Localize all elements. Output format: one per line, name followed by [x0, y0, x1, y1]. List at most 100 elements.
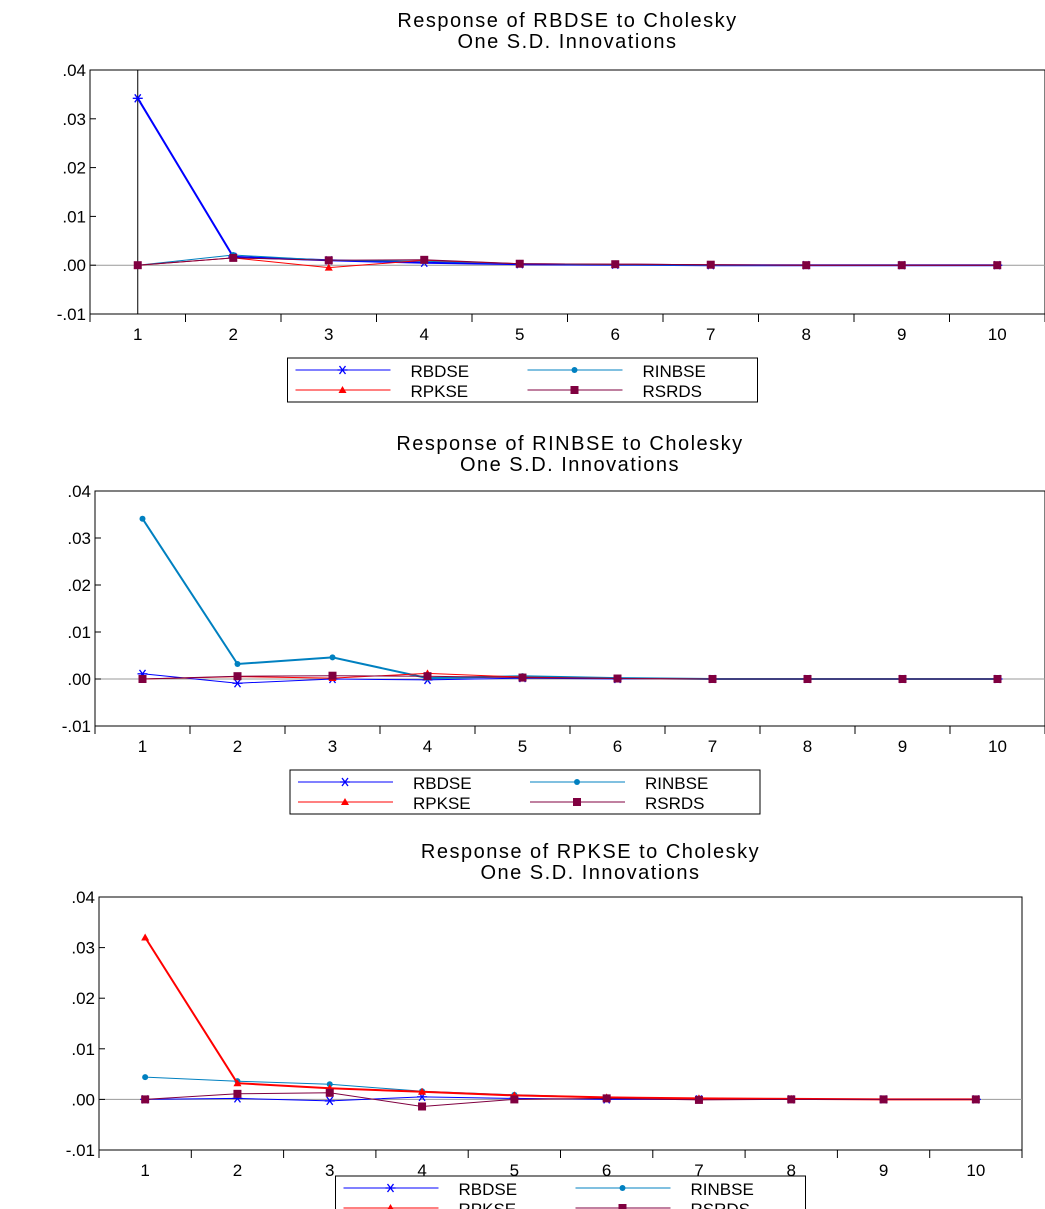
marker-legend [337, 365, 348, 375]
x-tick-label: 10 [988, 737, 1007, 756]
marker-rinbse [326, 1081, 333, 1088]
marker-legend [338, 386, 347, 393]
marker-rbdse [324, 1096, 335, 1106]
x-tick-label: 7 [694, 1161, 703, 1180]
marker-stroke [134, 93, 142, 103]
x-tick-label: 3 [328, 737, 337, 756]
marker-legend [387, 1204, 394, 1209]
legend-item-rpkse: RPKSE [298, 794, 471, 813]
legend-item-rinbse: RINBSE [527, 362, 706, 381]
plot-frame [94, 490, 1045, 727]
legend-label: RSRDS [643, 382, 703, 401]
x-tick-label: 8 [803, 737, 812, 756]
marker-rsrds [138, 675, 147, 683]
y-tick-label: .02 [62, 159, 86, 178]
y-tick-label: .02 [71, 989, 95, 1008]
marker-rpkse [418, 1087, 427, 1095]
marker-rsrds [515, 259, 524, 268]
marker-stroke [338, 365, 347, 375]
legend-item-rsrds: RSRDS [575, 1200, 750, 1209]
marker-legend [341, 798, 349, 805]
x-tick-label: 9 [879, 1161, 888, 1180]
x-tick-label: 6 [613, 737, 622, 756]
x-tick-label: 2 [233, 1161, 242, 1180]
x-tick-label: 5 [515, 325, 524, 344]
legend: RBDSE RINBSE RPKSE RSRDS [287, 357, 758, 403]
series-rsrds [138, 671, 1002, 683]
legend-label: RBDSE [413, 774, 472, 793]
legend-item-rpkse: RPKSE [295, 382, 469, 401]
marker-rsrds [510, 1095, 519, 1104]
legend-item-rbdse: RBDSE [298, 774, 472, 793]
marker-legend [571, 367, 578, 373]
marker-rpkse [233, 1079, 242, 1087]
legend-item-rinbse: RINBSE [575, 1180, 754, 1199]
legend: RBDSE RINBSE RPKSE RSRDS [335, 1175, 806, 1209]
x-tick-label: 4 [423, 737, 432, 756]
marker-rsrds [418, 1102, 427, 1111]
y-tick-label: .04 [67, 482, 91, 501]
marker-legend [385, 1183, 396, 1193]
marker-rinbse [142, 1074, 149, 1081]
y-tick-label: .03 [71, 939, 95, 958]
marker-rsrds [602, 1094, 611, 1103]
y-tick-label: -.01 [62, 717, 91, 736]
x-tick-label: 2 [233, 737, 242, 756]
series-rsrds [141, 1088, 980, 1111]
marker-stroke [233, 678, 242, 688]
marker-rsrds [993, 675, 1002, 683]
marker-rpkse [324, 263, 333, 271]
marker-rinbse [329, 654, 336, 661]
y-tick-label: .03 [62, 110, 86, 129]
marker-rsrds [971, 1095, 980, 1104]
marker-rsrds [613, 674, 622, 683]
y-tick-label: -.01 [57, 305, 86, 324]
series-rsrds [133, 253, 1002, 270]
marker-legend [573, 798, 581, 806]
marker-stroke [341, 777, 349, 787]
x-tick-label: 1 [140, 1161, 149, 1180]
x-tick-label: 6 [602, 1161, 611, 1180]
marker-rsrds [133, 261, 142, 270]
legend-label: RPKSE [413, 794, 471, 813]
chart-subtitle: One S.D. Innovations [460, 454, 680, 476]
marker-rsrds [229, 253, 238, 262]
marker-rsrds [233, 672, 242, 681]
legend-label: RPKSE [459, 1200, 517, 1209]
x-tick-label: 2 [229, 325, 238, 344]
chart-title: Response of RINBSE to Cholesky [396, 433, 743, 455]
x-tick-label: 5 [518, 737, 527, 756]
marker-rinbse [234, 660, 241, 667]
marker-rsrds [706, 260, 715, 269]
marker-rsrds [708, 675, 717, 683]
marker-rsrds [879, 1095, 888, 1104]
y-tick-label: .00 [62, 256, 86, 275]
marker-rpkse [141, 933, 150, 941]
y-tick-label: -.01 [66, 1141, 95, 1160]
legend-label: RPKSE [411, 382, 469, 401]
marker-rsrds [420, 255, 429, 264]
plot-frame [98, 896, 1023, 1151]
marker-rinbse [139, 515, 146, 522]
legend-label: RBDSE [459, 1180, 518, 1199]
x-tick-label: 9 [898, 737, 907, 756]
plot-frame [89, 69, 1045, 315]
marker-rsrds [898, 675, 907, 683]
x-tick-label: 10 [988, 325, 1007, 344]
marker-legend [619, 1185, 626, 1191]
chart-subtitle: One S.D. Innovations [480, 862, 700, 884]
marker-rsrds [787, 1095, 796, 1104]
y-tick-label: .04 [71, 888, 95, 907]
series-line-rsrds [145, 1092, 976, 1108]
marker-legend [570, 386, 579, 394]
chart-subtitle: One S.D. Innovations [457, 31, 677, 53]
legend-box [289, 769, 761, 815]
legend-label: RINBSE [691, 1180, 754, 1199]
marker-legend [618, 1204, 627, 1209]
x-tick-label: 3 [325, 1161, 334, 1180]
marker-stroke [326, 1096, 334, 1106]
